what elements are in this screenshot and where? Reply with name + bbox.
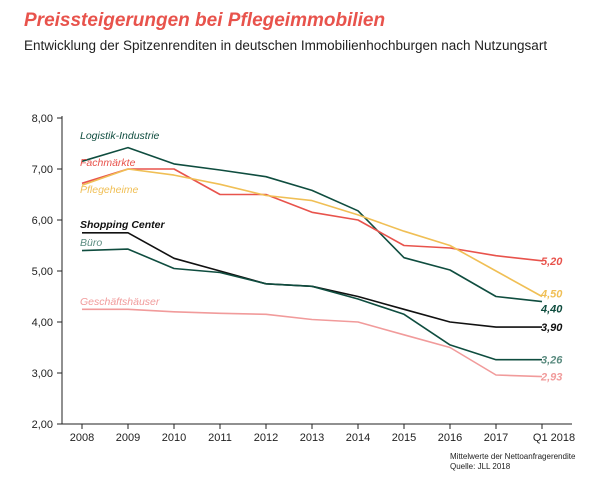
- x-tick-label: 2008: [70, 432, 94, 444]
- y-tick-label: 5,00: [32, 266, 53, 278]
- series-name-label: Logistik-Industrie: [80, 130, 160, 142]
- y-tick-label: 7,00: [32, 164, 53, 176]
- series-line: [81, 168, 543, 298]
- series-line: [81, 146, 543, 303]
- end-value-label: 2,93: [540, 372, 562, 384]
- end-value-label: 5,20: [541, 256, 563, 268]
- y-tick-label: 8,00: [32, 113, 53, 125]
- x-tick-label: 2013: [300, 432, 324, 444]
- y-tick-label: 3,00: [32, 368, 53, 380]
- x-tick-label: 2017: [484, 432, 508, 444]
- end-value-label: 4,50: [540, 289, 563, 301]
- series-name-label: Fachmärkte: [80, 157, 136, 169]
- footnote-source: Quelle: JLL 2018: [450, 462, 511, 471]
- x-tick-label: 2016: [438, 432, 462, 444]
- series-labels: Logistik-Industrie 4,40 Fachmärkte 5,20 Pfle…: [80, 130, 563, 384]
- x-tick-label: 2010: [162, 432, 186, 444]
- axes: 2,00 3,00 4,00 5,00 6,00 7,00 8,00 2008 2009 2010…: [32, 113, 576, 444]
- end-value-label: 4,40: [540, 304, 563, 316]
- chart-subtitle: Entwicklung der Spitzenrenditen in deuts…: [24, 38, 548, 53]
- y-tick-label: 6,00: [32, 215, 53, 227]
- y-tick-label: 4,00: [32, 317, 53, 329]
- footnote: Mittelwerte der Nettoanfragerendite Quel…: [450, 452, 590, 472]
- end-value-label: 3,26: [541, 355, 563, 367]
- series-line: [81, 168, 543, 262]
- y-tick-label: 2,00: [32, 419, 53, 431]
- series-lines: [81, 146, 543, 378]
- end-value-label: 3,90: [541, 322, 563, 334]
- series-name-label: Shopping Center: [80, 219, 165, 231]
- series-line: [82, 308, 543, 378]
- x-tick-label: 2009: [116, 432, 140, 444]
- x-tick-label: Q1 2018: [533, 432, 575, 444]
- footnote-metric: Mittelwerte der Nettoanfragerendite: [450, 452, 576, 461]
- series-line: [82, 232, 542, 328]
- series-name-label: Geschäftshäuser: [80, 296, 160, 308]
- x-tick-label: 2012: [254, 432, 278, 444]
- series-name-label: Pflegeheime: [80, 184, 139, 196]
- series-name-label: Büro: [80, 237, 102, 249]
- x-tick-label: 2011: [208, 432, 232, 444]
- series-line: [81, 248, 542, 361]
- x-tick-label: 2015: [392, 432, 416, 444]
- chart-title: Preissteigerungen bei Pflegeimmobilien: [24, 10, 386, 31]
- x-tick-label: 2014: [346, 432, 370, 444]
